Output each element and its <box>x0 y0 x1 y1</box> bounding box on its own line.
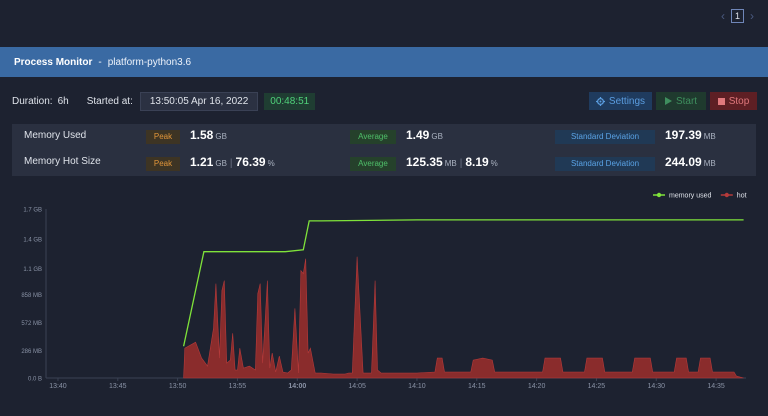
pipe-separator: | <box>459 158 463 169</box>
memory-hot-average-unit: MB <box>444 159 457 168</box>
x-tick-label: 13:50 <box>169 383 187 390</box>
memory-used-label: Memory Used <box>24 130 87 141</box>
y-tick-label: 286 MB <box>21 349 42 355</box>
memory-hot-std-dev: 244.09 MB <box>665 155 716 169</box>
pipe-separator: | <box>229 158 233 169</box>
y-tick-label: 572 MB <box>21 321 42 327</box>
x-tick-label: 13:45 <box>109 383 127 390</box>
play-icon <box>664 97 672 105</box>
legend-swatch-dot <box>656 192 662 198</box>
x-tick-label: 14:05 <box>348 383 366 390</box>
memory-used-peak-value: 1.58 <box>190 128 214 142</box>
memory-used-row: Memory Used Peak 1.58 GB Average 1.49 GB S… <box>12 124 756 150</box>
legend-label: hot <box>737 193 747 200</box>
memory-chart[interactable]: 0.0 B 286 MB 572 MB 858 MB 1.1 GB 1.4 GB 1.7 G… <box>0 180 768 416</box>
std-dev-badge: Standard Deviation <box>555 157 655 171</box>
memory-used-average: 1.49 GB <box>406 128 443 142</box>
x-tick-label: 14:10 <box>408 383 426 390</box>
memory-used-std-dev-unit: MB <box>703 132 716 141</box>
x-tick-label: 14:15 <box>468 383 486 390</box>
legend-label: memory used <box>669 193 712 200</box>
pagination: ‹ 1 › <box>721 9 754 23</box>
x-tick-label: 14:00 <box>288 383 306 390</box>
started-label: Started at: <box>86 95 133 107</box>
memory-hot-average-percent-unit: % <box>490 159 498 168</box>
y-tick-label: 1.7 GB <box>23 208 42 214</box>
x-tick-label: 13:40 <box>49 383 67 390</box>
legend-swatch-dot <box>724 192 729 198</box>
series-hot-area <box>183 256 744 379</box>
process-name: platform-python3.6 <box>107 56 192 68</box>
memory-hot-average-value: 125.35 <box>406 155 443 169</box>
title-separator: - <box>98 56 102 68</box>
peak-badge: Peak <box>146 157 180 171</box>
memory-used-average-value: 1.49 <box>406 128 430 142</box>
memory-used-peak: 1.58 GB <box>190 128 227 142</box>
elapsed-timer: 00:48:51 <box>264 92 316 110</box>
stats-panel: Memory Used Peak 1.58 GB Average 1.49 GB S… <box>12 124 756 176</box>
y-tick-label: 858 MB <box>21 293 42 299</box>
duration-value: 6h <box>57 95 69 107</box>
average-badge: Average <box>350 157 396 171</box>
memory-hot-std-dev-value: 244.09 <box>665 155 702 169</box>
chevron-right-icon[interactable]: › <box>750 9 754 23</box>
memory-hot-average: 125.35 MB | 8.19% <box>406 155 498 169</box>
average-badge: Average <box>350 130 396 144</box>
stop-button-label: Stop <box>728 95 750 107</box>
stop-button[interactable]: Stop <box>710 92 757 110</box>
x-tick-label: 14:30 <box>647 383 665 390</box>
memory-hot-peak-percent-unit: % <box>267 159 275 168</box>
memory-hot-row: Memory Hot Size Peak 1.21 GB | 76.39% Avera… <box>12 150 756 176</box>
settings-button[interactable]: Settings <box>589 92 652 110</box>
memory-used-std-dev-value: 197.39 <box>665 128 702 142</box>
memory-hot-average-percent: 8.19 <box>465 155 489 169</box>
y-tick-label: 0.0 B <box>28 377 42 383</box>
x-tick-label: 14:35 <box>707 383 725 390</box>
series-memory-used-line <box>182 219 744 347</box>
y-tick-label: 1.4 GB <box>23 237 42 243</box>
run-info-row: Duration: 6h Started at: 13:50:05 Apr 16… <box>12 91 316 111</box>
memory-hot-label: Memory Hot Size <box>24 156 101 167</box>
memory-hot-peak: 1.21 GB | 76.39% <box>190 155 275 169</box>
memory-used-peak-unit: GB <box>215 132 227 141</box>
memory-hot-peak-unit: GB <box>215 159 227 168</box>
duration-label: Duration: <box>12 95 53 107</box>
app-title: Process Monitor <box>14 56 93 68</box>
std-dev-badge: Standard Deviation <box>555 130 655 144</box>
x-tick-label: 13:55 <box>229 383 247 390</box>
started-at-value: 13:50:05 Apr 16, 2022 <box>139 91 259 111</box>
stop-icon <box>717 97 725 105</box>
y-tick-label: 1.1 GB <box>23 267 42 273</box>
memory-used-std-dev: 197.39 MB <box>665 128 716 142</box>
settings-button-label: Settings <box>608 95 646 107</box>
start-button-label: Start <box>675 95 698 107</box>
gear-icon <box>595 96 605 106</box>
x-tick-label: 14:20 <box>528 383 546 390</box>
page-number-button[interactable]: 1 <box>730 9 744 23</box>
peak-badge: Peak <box>146 130 180 144</box>
title-bar: Process Monitor - platform-python3.6 <box>0 47 768 77</box>
memory-hot-peak-percent: 76.39 <box>235 155 266 169</box>
memory-used-average-unit: GB <box>431 132 443 141</box>
chevron-left-icon[interactable]: ‹ <box>720 9 725 23</box>
memory-hot-peak-value: 1.21 <box>190 155 214 169</box>
x-tick-label: 14:25 <box>588 383 606 390</box>
start-button[interactable]: Start <box>656 92 706 110</box>
memory-hot-std-dev-unit: MB <box>703 159 716 168</box>
